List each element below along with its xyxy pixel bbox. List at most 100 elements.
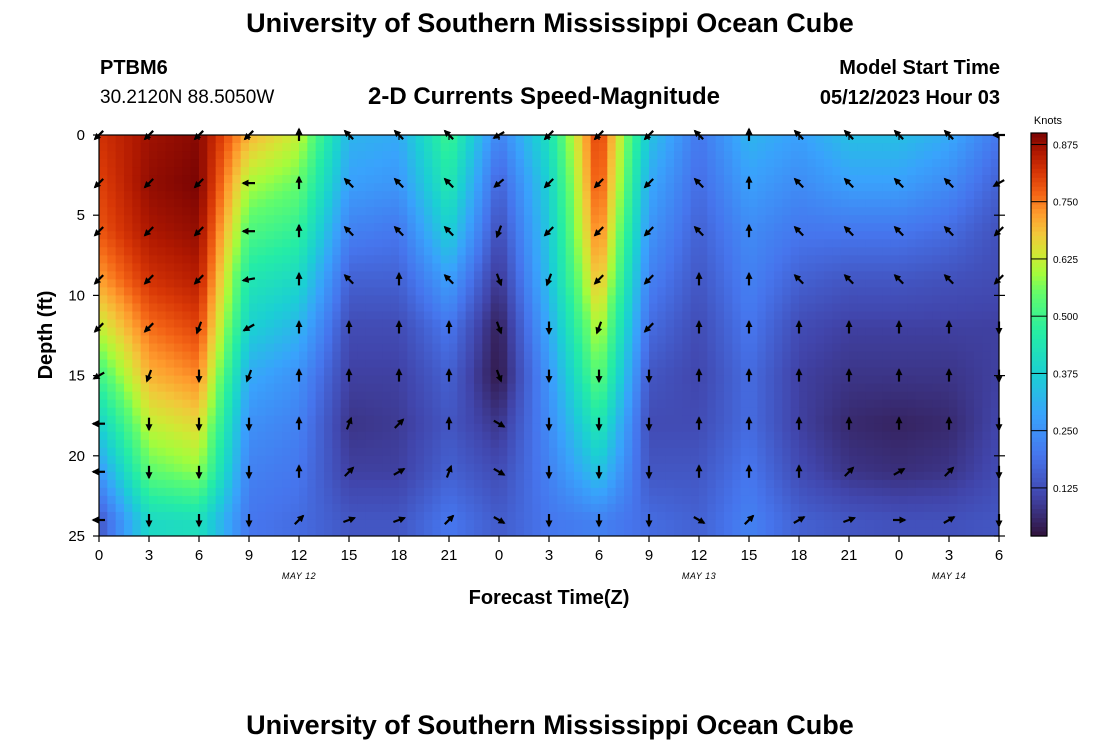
heatmap-cell	[315, 295, 325, 305]
heatmap-cell	[574, 471, 583, 481]
heatmap-cell	[182, 255, 192, 264]
heatmap-cell	[582, 263, 592, 272]
heatmap-cell	[249, 519, 258, 529]
heatmap-cell	[874, 279, 883, 288]
heatmap-cell	[324, 295, 333, 305]
heatmap-cell	[849, 159, 858, 168]
heatmap-cell	[174, 319, 183, 329]
heatmap-cell	[524, 135, 533, 144]
heatmap-cell	[724, 519, 733, 529]
heatmap-cell	[615, 327, 625, 337]
heatmap-cell	[882, 319, 892, 329]
heatmap-cell	[490, 487, 500, 497]
heatmap-cell	[324, 279, 333, 288]
heatmap-cell	[907, 519, 917, 529]
heatmap-cell	[332, 503, 342, 513]
heatmap-cell	[199, 191, 208, 200]
heatmap-cell	[690, 335, 700, 345]
heatmap-cell	[732, 471, 742, 481]
heatmap-cell	[732, 247, 742, 256]
heatmap-cell	[349, 471, 358, 481]
heatmap-cell	[390, 199, 400, 208]
heatmap-cell	[582, 343, 592, 353]
heatmap-cell	[807, 247, 817, 256]
heatmap-cell	[332, 415, 342, 425]
heatmap-cell	[632, 223, 642, 232]
heatmap-cell	[415, 255, 425, 264]
heatmap-cell	[649, 367, 658, 377]
heatmap-cell	[315, 527, 325, 536]
heatmap-cell	[649, 151, 658, 160]
heatmap-cell	[174, 367, 183, 377]
heatmap-cell	[715, 487, 725, 497]
heatmap-cell	[507, 255, 517, 264]
heatmap-cell	[474, 263, 483, 272]
heatmap-cell	[332, 199, 342, 208]
heatmap-cell	[340, 359, 350, 369]
heatmap-cell	[599, 423, 608, 433]
heatmap-cell	[857, 215, 867, 224]
heatmap-cell	[865, 247, 875, 256]
heatmap-cell	[515, 367, 525, 377]
heatmap-cell	[907, 183, 917, 192]
heatmap-cell	[799, 191, 808, 200]
heatmap-cell	[532, 279, 542, 288]
heatmap-cell	[699, 143, 708, 152]
heatmap-cell	[565, 191, 575, 200]
heatmap-cell	[782, 215, 792, 224]
heatmap-cell	[340, 303, 350, 313]
heatmap-cell	[457, 135, 467, 144]
heatmap-cell	[674, 239, 683, 248]
heatmap-cell	[632, 391, 642, 401]
heatmap-cell	[582, 375, 592, 385]
heatmap-cell	[565, 407, 575, 417]
heatmap-cell	[665, 463, 675, 473]
heatmap-cell	[557, 343, 567, 353]
heatmap-cell	[849, 319, 858, 329]
model-start-value: 05/12/2023 Hour 03	[819, 87, 1000, 109]
heatmap-cell	[607, 311, 617, 321]
heatmap-cell	[557, 223, 567, 232]
heatmap-cell	[224, 391, 233, 401]
heatmap-cell	[815, 223, 825, 232]
heatmap-cell	[615, 271, 625, 280]
heatmap-cell	[599, 151, 608, 160]
heatmap-cell	[374, 351, 383, 361]
heatmap-cell	[349, 367, 358, 377]
heatmap-cell	[599, 255, 608, 264]
heatmap-cell	[424, 487, 433, 497]
heatmap-cell	[349, 223, 358, 232]
heatmap-cell	[707, 399, 717, 409]
heatmap-cell	[915, 423, 925, 433]
heatmap-cell	[707, 503, 717, 513]
heatmap-cell	[774, 407, 783, 417]
heatmap-cell	[99, 519, 108, 529]
heatmap-cell	[99, 391, 108, 401]
heatmap-cell	[399, 471, 408, 481]
heatmap-cell	[224, 415, 233, 425]
heatmap-cell	[340, 327, 350, 337]
heatmap-cell	[449, 367, 458, 377]
heatmap-cell	[674, 271, 683, 280]
heatmap-cell	[540, 143, 550, 152]
heatmap-cell	[232, 351, 242, 361]
heatmap-cell	[915, 415, 925, 425]
heatmap-cell	[424, 311, 433, 321]
heatmap-cell	[232, 207, 242, 216]
heatmap-cell	[557, 487, 567, 497]
heatmap-cell	[874, 143, 883, 152]
heatmap-cell	[590, 399, 600, 409]
heatmap-cell	[157, 415, 167, 425]
heatmap-cell	[499, 383, 508, 393]
heatmap-cell	[149, 519, 158, 529]
heatmap-cell	[274, 511, 283, 521]
heatmap-cell	[340, 383, 350, 393]
heatmap-cell	[832, 391, 842, 401]
heatmap-cell	[332, 167, 342, 176]
heatmap-cell	[815, 271, 825, 280]
heatmap-cell	[449, 231, 458, 240]
heatmap-cell	[507, 527, 517, 536]
heatmap-cell	[182, 199, 192, 208]
heatmap-cell	[215, 527, 225, 536]
heatmap-cell	[732, 143, 742, 152]
